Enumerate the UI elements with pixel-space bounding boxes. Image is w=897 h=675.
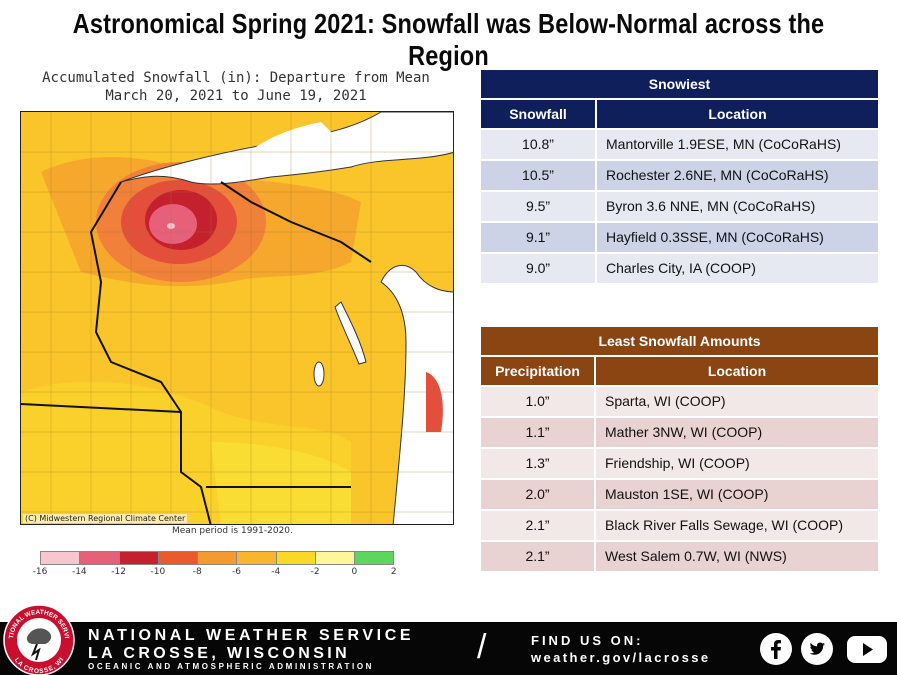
- precip-value: 1.0”: [481, 387, 594, 416]
- scale-tick-label: -2: [310, 567, 320, 577]
- footer-bar: [0, 622, 897, 675]
- snowfall-departure-map: (C) Midwestern Regional Climate Center: [20, 111, 454, 525]
- footer-office-name: LA CROSSE, WISCONSIN: [88, 645, 351, 662]
- least-header-row: Precipitation Location: [481, 357, 878, 385]
- location-text: West Salem 0.7W, WI (NWS): [596, 542, 878, 571]
- location-text: Mauston 1SE, WI (COOP): [596, 480, 878, 509]
- mean-period-note: Mean period is 1991-2020.: [172, 526, 293, 536]
- least-col-location: Location: [596, 357, 878, 385]
- table-row: 1.0” Sparta, WI (COOP): [481, 387, 878, 416]
- table-row: 1.1” Mather 3NW, WI (COOP): [481, 418, 878, 447]
- location-text: Mather 3NW, WI (COOP): [596, 418, 878, 447]
- scale-swatch: [236, 551, 276, 565]
- color-scale-ticks: -16 -14 -12 -10 -8 -6 -4 -2 0 2: [0, 567, 897, 581]
- twitter-icon[interactable]: [801, 633, 833, 665]
- precip-value: 1.3”: [481, 449, 594, 478]
- table-row: 2.1” West Salem 0.7W, WI (NWS): [481, 542, 878, 571]
- snowiest-col-snowfall: Snowfall: [481, 100, 595, 128]
- scale-swatch: [197, 551, 237, 565]
- table-row: 9.1” Hayfield 0.3SSE, MN (CoCoRaHS): [481, 223, 878, 252]
- location-text: Rochester 2.6NE, MN (CoCoRaHS): [597, 161, 878, 190]
- precip-value: 2.1”: [481, 511, 594, 540]
- footer-agency-name: NATIONAL WEATHER SERVICE: [88, 627, 415, 644]
- snowiest-caption: Snowiest: [481, 70, 878, 98]
- find-us-label: FIND US ON:: [531, 633, 644, 648]
- snowiest-header-row: Snowfall Location: [481, 100, 878, 128]
- table-row: 10.8” Mantorville 1.9ESE, MN (CoCoRaHS): [481, 130, 878, 159]
- scale-tick-label: -14: [71, 567, 87, 577]
- scale-tick-label: -6: [232, 567, 241, 577]
- precip-value: 2.0”: [481, 480, 594, 509]
- scale-swatch: [354, 551, 394, 565]
- nws-logo[interactable]: NATIONAL WEATHER SERVICE LA CROSSE, WI: [3, 604, 75, 675]
- color-scale-legend: [40, 551, 394, 565]
- scale-swatch: [118, 551, 158, 565]
- map-credit: (C) Midwestern Regional Climate Center: [23, 514, 188, 523]
- location-text: Byron 3.6 NNE, MN (CoCoRaHS): [597, 192, 878, 221]
- location-text: Sparta, WI (COOP): [596, 387, 878, 416]
- location-text: Mantorville 1.9ESE, MN (CoCoRaHS): [597, 130, 878, 159]
- least-col-precipitation: Precipitation: [481, 357, 594, 385]
- location-text: Friendship, WI (COOP): [596, 449, 878, 478]
- scale-swatch: [79, 551, 119, 565]
- scale-tick-label: -4: [271, 567, 281, 577]
- footer-parent-agency: OCEANIC AND ATMOSPHERIC ADMINISTRATION: [88, 662, 375, 671]
- scale-swatch: [157, 551, 198, 565]
- scale-swatch: [40, 551, 80, 565]
- table-row: 1.3” Friendship, WI (COOP): [481, 449, 878, 478]
- least-snowfall-table: Least Snowfall Amounts Precipitation Loc…: [481, 327, 878, 571]
- snowiest-table: Snowiest Snowfall Location 10.8” Mantorv…: [481, 70, 878, 283]
- location-text: Charles City, IA (COOP): [597, 254, 878, 283]
- scale-tick-label: -10: [150, 567, 166, 577]
- snowfall-value: 10.8”: [481, 130, 595, 159]
- table-row: 9.5” Byron 3.6 NNE, MN (CoCoRaHS): [481, 192, 878, 221]
- precip-value: 2.1”: [481, 542, 594, 571]
- scale-tick-label: -16: [32, 567, 48, 577]
- table-row: 2.1” Black River Falls Sewage, WI (COOP): [481, 511, 878, 540]
- scale-tick-label: 2: [390, 567, 397, 577]
- youtube-icon[interactable]: [846, 633, 888, 665]
- table-row: 2.0” Mauston 1SE, WI (COOP): [481, 480, 878, 509]
- scale-swatch: [315, 551, 355, 565]
- snowfall-value: 9.5”: [481, 192, 595, 221]
- footer-divider: /: [477, 628, 487, 666]
- table-row: 10.5” Rochester 2.6NE, MN (CoCoRaHS): [481, 161, 878, 190]
- map-graphic: [21, 112, 453, 524]
- snowfall-value: 9.0”: [481, 254, 595, 283]
- website-link[interactable]: weather.gov/lacrosse: [531, 650, 711, 665]
- map-heading-line1: Accumulated Snowfall (in): Departure fro…: [42, 70, 430, 86]
- scale-tick-label: 0: [351, 567, 358, 577]
- scale-tick-label: -8: [192, 567, 202, 577]
- location-text: Black River Falls Sewage, WI (COOP): [596, 511, 878, 540]
- least-caption: Least Snowfall Amounts: [481, 327, 878, 355]
- page-title: Astronomical Spring 2021: Snowfall was B…: [72, 8, 825, 71]
- table-row: 9.0” Charles City, IA (COOP): [481, 254, 878, 283]
- scale-swatch: [275, 551, 316, 565]
- snowfall-value: 9.1”: [481, 223, 595, 252]
- scale-tick-label: -12: [111, 567, 126, 577]
- snowiest-col-location: Location: [597, 100, 878, 128]
- location-text: Hayfield 0.3SSE, MN (CoCoRaHS): [597, 223, 878, 252]
- precip-value: 1.1”: [481, 418, 594, 447]
- facebook-icon[interactable]: [760, 633, 792, 665]
- map-heading-line2: March 20, 2021 to June 19, 2021: [105, 88, 367, 104]
- snowfall-value: 10.5”: [481, 161, 595, 190]
